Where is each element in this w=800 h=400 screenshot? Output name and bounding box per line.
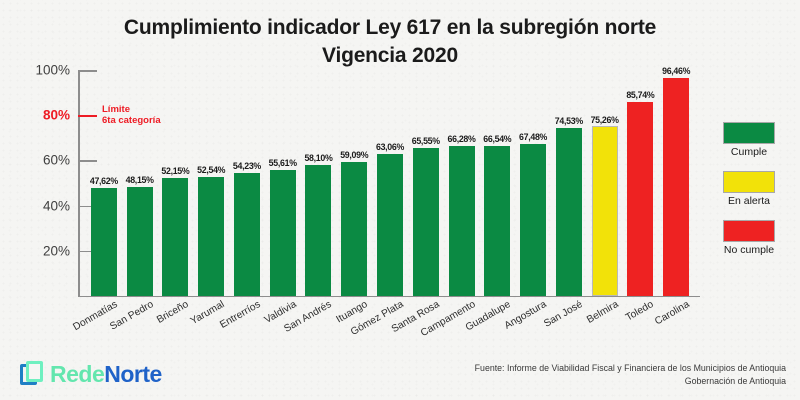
- bar[interactable]: 59,09%: [340, 150, 369, 296]
- bar[interactable]: 75,26%: [591, 115, 619, 296]
- y-axis-tick-80: 80%: [43, 108, 97, 123]
- bar-value-label: 58,10%: [304, 152, 333, 163]
- logo-square-front: [26, 361, 43, 382]
- bar-value-label: 54,23%: [232, 161, 261, 172]
- legend-item-alerta[interactable]: En alerta: [712, 171, 786, 207]
- bar-slot: 67,48%: [515, 70, 551, 296]
- legend-swatch: [723, 122, 775, 144]
- bar-slot: 96,46%: [658, 66, 694, 296]
- bar-slot: 54,23%: [229, 70, 265, 296]
- y-axis-tick-label: 20%: [42, 243, 70, 259]
- bar[interactable]: 55,61%: [269, 158, 297, 296]
- bar-slot: 52,54%: [193, 70, 229, 296]
- chart-title-line-2: Vigencia 2020: [322, 43, 458, 67]
- legend-swatch: [723, 171, 775, 193]
- bar[interactable]: 66,28%: [448, 134, 476, 296]
- y-axis-tick-40: 40%: [43, 198, 97, 213]
- limit-annotation: Límite 6ta categoría: [102, 104, 161, 126]
- bar-slot: 47,62%: [86, 70, 122, 296]
- bar[interactable]: 67,48%: [519, 132, 547, 296]
- bar-slot: 58,10%: [301, 70, 337, 296]
- logo-wordmark: RedeNorte: [50, 360, 162, 387]
- x-axis-line: [78, 295, 700, 297]
- limit-annotation-line-1: Límite: [102, 103, 130, 115]
- bar-value-label: 67,48%: [519, 131, 548, 142]
- y-axis-tick-100: 100%: [35, 63, 97, 78]
- bar-value-label: 66,54%: [483, 133, 512, 144]
- y-axis-tick-label: 60%: [42, 152, 70, 168]
- bar[interactable]: 58,10%: [304, 153, 333, 296]
- y-axis-tick-60: 60%: [43, 153, 97, 168]
- bar-value-label: 59,09%: [340, 150, 369, 161]
- y-axis-tick-label: 100%: [35, 62, 70, 78]
- bar-value-label: 52,54%: [197, 165, 226, 176]
- bar-value-label: 47,62%: [89, 176, 118, 187]
- bar-series: 47,62% 48,15% 52,15% 52,54% 54,23% 55,61% 58,1…: [80, 66, 698, 296]
- bar-slot: 74,53%: [551, 70, 587, 296]
- chart-title: Cumplimiento indicador Ley 617 en la sub…: [60, 14, 720, 69]
- bar[interactable]: 85,74%: [626, 90, 655, 296]
- bar-slot: 85,74%: [622, 70, 658, 296]
- source-note-line-2: Gobernación de Antioquia: [684, 375, 786, 386]
- x-axis-labels: Donmatías San Pedro Briceño Yarumal Entrerrí…: [71, 299, 700, 349]
- legend-swatch: [723, 220, 775, 242]
- bar[interactable]: 96,46%: [662, 66, 690, 296]
- plot-area: 100% 80% 60% 40% 20% 47,62% 48,15% 52,15% 52,54…: [35, 63, 700, 297]
- source-note: Fuente: Informe de Viabilidad Fiscal y F…: [475, 362, 786, 388]
- bar[interactable]: 74,53%: [555, 116, 583, 296]
- bar-value-label: 55,61%: [268, 158, 297, 169]
- redenorte-logo: RedeNorte: [20, 358, 162, 390]
- bar-value-label: 63,06%: [375, 141, 405, 152]
- legend-label: No cumple: [723, 244, 775, 256]
- bar-slot: 65,55%: [408, 70, 444, 296]
- bar[interactable]: 63,06%: [376, 142, 404, 296]
- legend-item-cumple[interactable]: Cumple: [712, 122, 786, 158]
- bar-slot: 63,06%: [372, 70, 408, 296]
- legend-label: Cumple: [730, 146, 768, 158]
- bar[interactable]: 65,55%: [412, 136, 440, 296]
- bar-slot: 66,54%: [479, 70, 515, 296]
- bar[interactable]: 48,15%: [126, 175, 154, 296]
- limit-annotation-line-2: 6ta categoría: [102, 115, 161, 127]
- bar-slot: 66,28%: [444, 70, 480, 296]
- bar-value-label: 85,74%: [626, 90, 655, 101]
- bar-value-label: 66,28%: [447, 134, 476, 145]
- bar-value-label: 96,46%: [662, 66, 691, 77]
- bar[interactable]: 54,23%: [233, 161, 261, 296]
- y-axis-tick-label: 40%: [42, 198, 70, 214]
- bar[interactable]: 66,54%: [483, 134, 512, 296]
- legend-item-no-cumple[interactable]: No cumple: [712, 220, 786, 256]
- bar[interactable]: 52,15%: [161, 166, 190, 296]
- source-note-line-1: Fuente: Informe de Viabilidad Fiscal y F…: [474, 362, 786, 373]
- bar-value-label: 52,15%: [161, 166, 190, 177]
- y-axis-tick-20: 20%: [43, 243, 97, 258]
- y-axis-line: [78, 70, 80, 296]
- bar-slot: 52,15%: [158, 70, 194, 296]
- logo-text-primary: Rede: [50, 360, 105, 387]
- bar[interactable]: 52,54%: [197, 165, 225, 296]
- bar-value-label: 74,53%: [554, 115, 583, 126]
- bar-slot: 55,61%: [265, 70, 301, 296]
- chart-legend: Cumple En alerta No cumple: [712, 122, 786, 256]
- y-axis-tick-label: 80%: [42, 107, 70, 123]
- bar-value-label: 65,55%: [411, 135, 440, 146]
- chart-title-line-1: Cumplimiento indicador Ley 617 en la sub…: [123, 16, 657, 39]
- bar-slot: 59,09%: [336, 70, 372, 296]
- double-square-bracket-icon: [20, 361, 46, 387]
- bar-value-label: 48,15%: [125, 175, 154, 186]
- bar-slot: 75,26%: [587, 70, 623, 296]
- legend-label: En alerta: [727, 195, 771, 207]
- bar-value-label: 75,26%: [590, 114, 619, 125]
- logo-text-secondary: Norte: [104, 360, 162, 387]
- bar[interactable]: 47,62%: [90, 176, 118, 296]
- bar-slot: 48,15%: [122, 70, 158, 296]
